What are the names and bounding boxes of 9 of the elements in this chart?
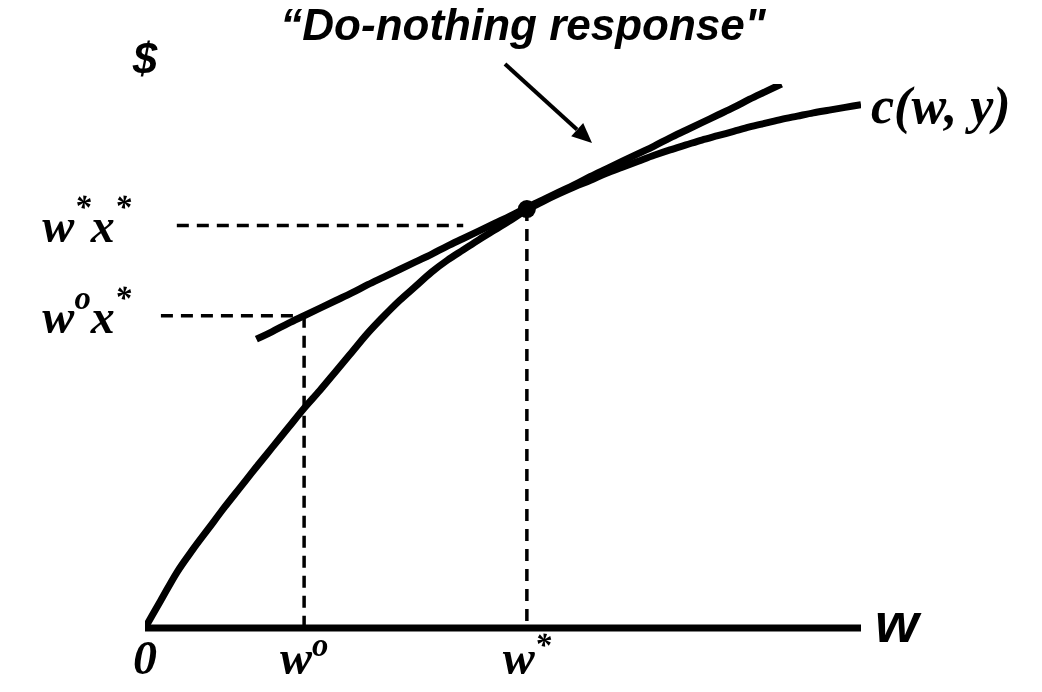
x-tick-label: w$^{*}$ [502,627,552,684]
x-tick-label: 0 [133,631,157,684]
series-label: w$^{*}$x$^{*}$ [42,189,132,252]
x-axis-title: w [875,591,922,654]
text: “Do-nothing response" [280,0,766,49]
x-tick-label: w$^{o}$ [279,627,329,684]
series-label: c(w, y) [871,76,1011,135]
series-label: w$^{o}$x$^{*}$ [42,279,132,343]
y-axis-title: $ [131,34,158,83]
